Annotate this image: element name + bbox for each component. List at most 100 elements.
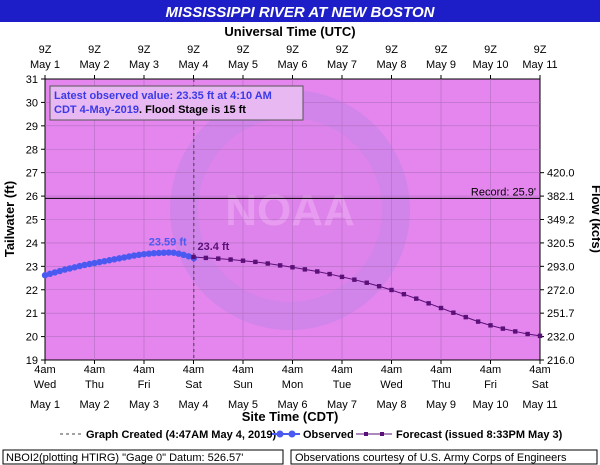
top-tick-date: May 5 <box>228 59 258 71</box>
forecast-point <box>339 274 345 280</box>
forecast-point <box>389 287 394 293</box>
forecast-point <box>463 314 468 320</box>
bottom-tick-date: May 4 <box>179 399 209 411</box>
bottom-axis-ticks: 4am Wed May 1 4am Thu May 2 4am Fri May 3 4am Sat M… <box>30 360 558 411</box>
info-box <box>49 85 304 121</box>
info-line-1: Latest observed value: 23.35 ft at 4:10 … <box>54 90 272 102</box>
left-tick-label: 30 <box>26 97 38 109</box>
top-tick-hour: 9Z <box>88 44 101 56</box>
observed-point <box>170 249 177 256</box>
forecast-point <box>364 280 369 285</box>
bottom-tick-date: May 8 <box>377 399 407 411</box>
watermark-text: NOAA <box>225 186 355 235</box>
observed-point <box>86 260 93 268</box>
info-flood-stage: . Flood Stage is 15 ft <box>139 104 246 116</box>
observed-point <box>180 251 187 259</box>
left-tick-label: 25 <box>26 215 38 227</box>
forecast-point <box>525 331 530 337</box>
top-tick-hour: 9Z <box>484 44 497 56</box>
top-tick-date: May 7 <box>327 59 357 71</box>
footer-credit: Observations courtesy of U.S. Army Corps… <box>295 452 567 464</box>
left-tick-label: 20 <box>26 332 38 344</box>
forecast-point <box>253 259 258 265</box>
right-axis-title: Flow (kcfs) <box>589 185 600 253</box>
observed-point <box>81 261 88 269</box>
observed-point <box>125 253 133 260</box>
observed-point <box>121 254 128 261</box>
observed-point <box>145 250 153 257</box>
forecast-point <box>401 291 407 297</box>
observed-point <box>130 252 138 259</box>
chart-title: MISSISSIPPI RIVER AT NEW BOSTON <box>166 4 436 21</box>
right-tick-label: 349.2 <box>547 215 575 227</box>
observed-point <box>165 249 172 256</box>
forecast-point <box>352 277 357 282</box>
left-tick-label: 21 <box>26 308 38 320</box>
top-tick-date: May 1 <box>30 59 60 71</box>
left-axis-ticks: 19 20 21 22 23 24 25 26 27 28 29 30 31 <box>26 74 45 367</box>
observed-point <box>56 267 64 275</box>
observed-point <box>106 257 113 264</box>
bottom-tick-day: Tue <box>333 379 352 391</box>
record-label: Record: 25.9' <box>471 186 536 198</box>
legend-created-label: Graph Created (4:47AM May 4, 2019) <box>86 429 276 441</box>
bottom-tick-time: 4am <box>183 364 204 376</box>
bottom-tick-day: Sat <box>532 379 549 391</box>
bottom-tick-day: Sun <box>233 379 253 391</box>
right-tick-label: 420.0 <box>547 168 575 180</box>
top-tick-hour: 9Z <box>385 44 398 56</box>
forecast-point <box>216 256 221 261</box>
observed-point <box>111 256 118 263</box>
observed-point <box>101 257 108 265</box>
forecast-point <box>426 301 431 306</box>
top-tick-date: May 6 <box>278 59 308 71</box>
peak-label: 23.59 ft <box>149 237 187 249</box>
right-tick-label: 320.5 <box>547 238 575 250</box>
info-date: CDT 4-May-2019 <box>54 104 139 116</box>
left-tick-label: 31 <box>26 74 38 86</box>
bottom-tick-day: Sat <box>185 379 202 391</box>
bottom-tick-day: Wed <box>34 379 56 391</box>
legend-observed-label: Observed <box>303 429 354 441</box>
forecast-point <box>302 267 308 272</box>
observed-point <box>61 266 68 273</box>
top-tick-date: May 8 <box>377 59 407 71</box>
top-tick-hour: 9Z <box>187 44 200 56</box>
right-tick-label: 232.0 <box>547 332 575 344</box>
bottom-tick-time: 4am <box>529 364 550 376</box>
top-tick-date: May 3 <box>129 59 159 71</box>
observed-point <box>91 259 98 267</box>
observed-point <box>96 258 103 266</box>
footer-right-box <box>290 449 598 465</box>
top-tick-hour: 9Z <box>534 44 547 56</box>
bottom-tick-date: May 11 <box>522 399 557 411</box>
right-tick-label: 293.0 <box>547 261 575 273</box>
top-tick-hour: 9Z <box>435 44 448 56</box>
bottom-tick-time: 4am <box>133 364 154 376</box>
forecast-point <box>513 329 518 334</box>
bottom-tick-time: 4am <box>381 364 402 376</box>
forecast-point <box>500 326 506 331</box>
observed-point <box>76 262 83 270</box>
top-tick-hour: 9Z <box>39 44 52 56</box>
right-tick-label: 216.0 <box>547 355 575 367</box>
forecast-point <box>414 296 419 301</box>
bottom-axis-title: Site Time (CDT) <box>242 409 339 424</box>
bottom-tick-date: May 2 <box>80 399 110 411</box>
bottom-tick-time: 4am <box>84 364 105 376</box>
forecast-point <box>438 305 444 311</box>
left-tick-label: 24 <box>26 238 38 250</box>
forecast-point <box>277 263 283 268</box>
forecast-point <box>203 255 209 261</box>
observed-point <box>71 264 78 271</box>
bottom-tick-day: Fri <box>484 379 497 391</box>
bottom-tick-date: May 7 <box>327 399 357 411</box>
bottom-tick-time: 4am <box>331 364 352 376</box>
observed-point <box>116 255 123 262</box>
observed-point <box>150 250 158 257</box>
footer-datum: NBOI2(plotting HTIRG) "Gage 0" Datum: 52… <box>6 452 243 464</box>
observed-point <box>160 249 167 256</box>
forecast-point <box>315 269 320 274</box>
bottom-tick-time: 4am <box>232 364 253 376</box>
